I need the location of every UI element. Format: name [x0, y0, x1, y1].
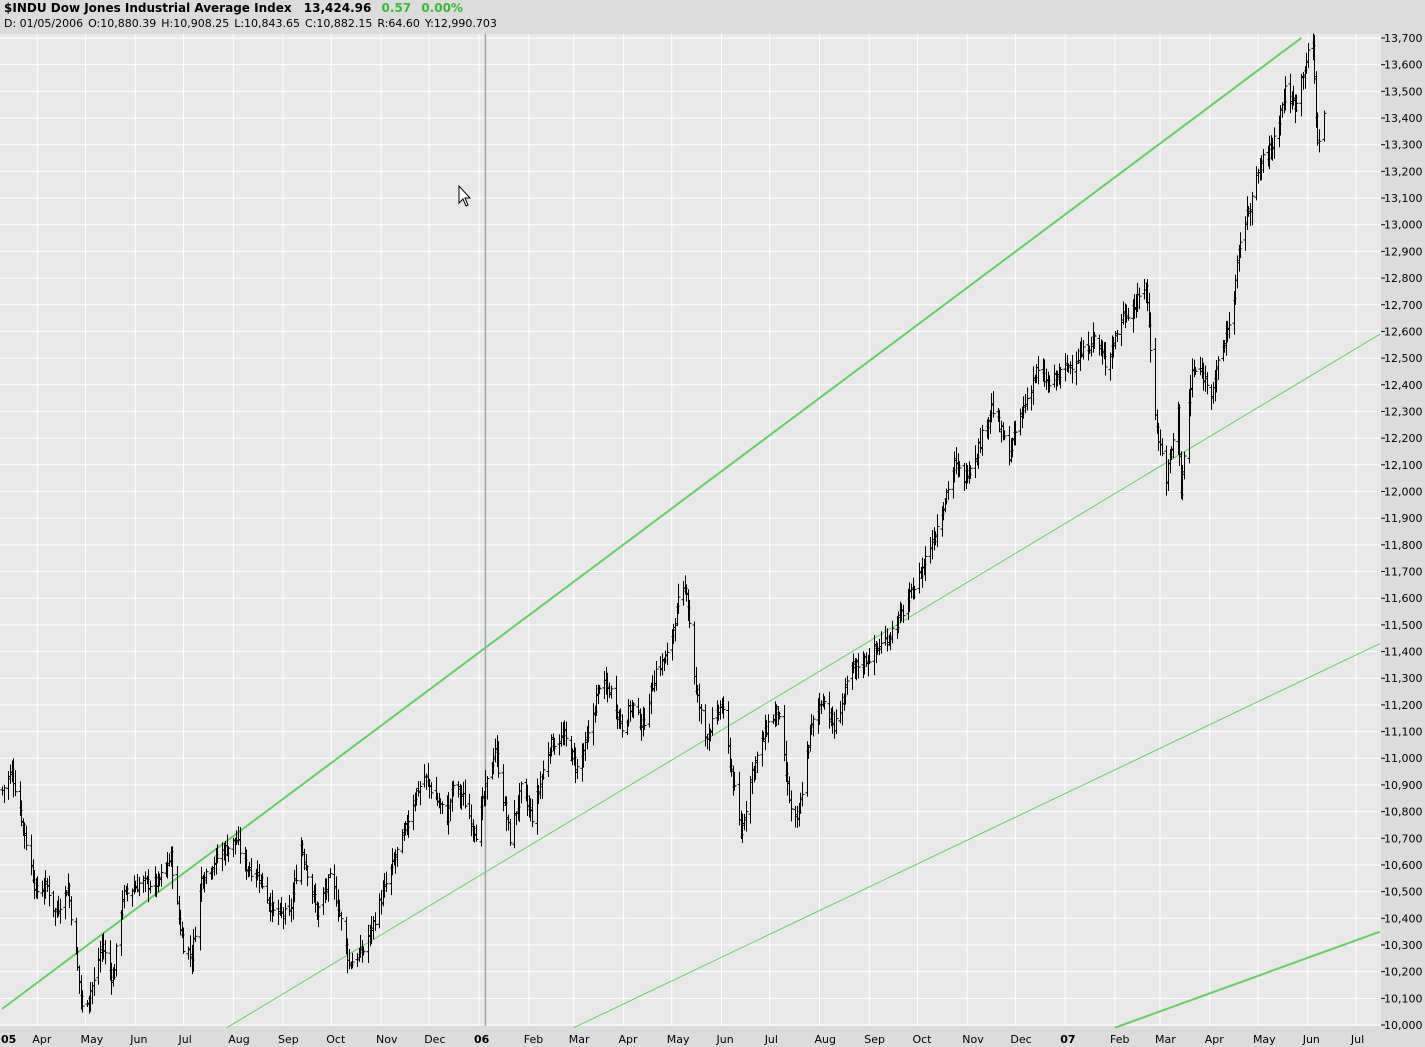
x-axis-panel — [0, 1026, 1381, 1047]
y-tick-label: 12,400 — [1384, 379, 1423, 392]
ohlc-bars — [0, 33, 1327, 1014]
y-tick-label: 12,200 — [1384, 432, 1423, 445]
x-tick-label: Jul — [1350, 1033, 1364, 1046]
y-tick-label: 10,000 — [1384, 1019, 1423, 1032]
y-tick-label: 11,500 — [1384, 619, 1423, 632]
y-tick-label: 12,000 — [1384, 485, 1423, 498]
y-tick-label: 11,400 — [1384, 646, 1423, 659]
y-tick-label: 12,100 — [1384, 459, 1423, 472]
y-tick-label: 12,800 — [1384, 272, 1423, 285]
y-tick-label: 11,900 — [1384, 512, 1423, 525]
readout-high: H:10,908.25 — [161, 17, 230, 30]
y-tick-label: 10,500 — [1384, 886, 1423, 899]
x-tick-label: May — [1253, 1033, 1276, 1046]
y-tick-label: 11,000 — [1384, 752, 1423, 765]
x-tick-label: Nov — [376, 1033, 398, 1046]
x-tick-label: Aug — [228, 1033, 249, 1046]
y-tick-label: 11,700 — [1384, 566, 1423, 579]
x-tick-label: Nov — [962, 1033, 984, 1046]
y-tick-label: 10,400 — [1384, 912, 1423, 925]
y-axis-panel — [1381, 34, 1425, 1047]
readout-close: C:10,882.15 — [305, 17, 373, 30]
trendline — [226, 333, 1381, 1029]
y-tick-label: 13,200 — [1384, 165, 1423, 178]
x-tick-label: Apr — [619, 1033, 639, 1046]
x-tick-label: Feb — [524, 1033, 543, 1046]
x-tick-label: May — [667, 1033, 690, 1046]
y-tick-label: 13,600 — [1384, 59, 1423, 72]
y-tick-label: 12,700 — [1384, 299, 1423, 312]
price-change: 0.57 — [381, 1, 412, 15]
y-tick-label: 10,800 — [1384, 806, 1423, 819]
y-tick-label: 10,900 — [1384, 779, 1423, 792]
y-tick-label: 11,100 — [1384, 726, 1423, 739]
title-line: $INDU Dow Jones Industrial Average Index… — [4, 1, 463, 15]
x-tick-label: Aug — [814, 1033, 835, 1046]
last-price: 13,424.96 — [303, 1, 372, 15]
symbol-title: $INDU Dow Jones Industrial Average Index — [4, 1, 292, 15]
y-tick-label: 12,600 — [1384, 325, 1423, 338]
x-tick-label: Mar — [569, 1033, 590, 1046]
y-tick-label: 11,200 — [1384, 699, 1423, 712]
plot-area — [0, 34, 1381, 1026]
y-tick-label: 12,500 — [1384, 352, 1423, 365]
x-tick-label: Apr — [32, 1033, 52, 1046]
y-tick-label: 11,300 — [1384, 672, 1423, 685]
trendline — [1114, 930, 1381, 1029]
price-change-pct: 0.00% — [421, 1, 463, 15]
x-tick-label: Jul — [764, 1033, 778, 1046]
readout-date: D: 01/05/2006 — [4, 17, 84, 30]
y-tick-label: 13,100 — [1384, 192, 1423, 205]
x-tick-label: Oct — [912, 1033, 932, 1046]
x-tick-label: Jun — [1302, 1033, 1320, 1046]
x-tick-label: Dec — [1010, 1033, 1031, 1046]
x-tick-label: May — [81, 1033, 104, 1046]
y-tick-label: 10,100 — [1384, 992, 1423, 1005]
readout-y: Y:12,990.703 — [424, 17, 497, 30]
y-tick-label: 10,300 — [1384, 939, 1423, 952]
x-tick-label: Jun — [716, 1033, 734, 1046]
y-tick-label: 13,700 — [1384, 32, 1423, 45]
chart-header: $INDU Dow Jones Industrial Average Index… — [0, 0, 1425, 34]
y-tick-label: 13,000 — [1384, 219, 1423, 232]
mouse-cursor-icon — [458, 184, 472, 207]
y-tick-label: 12,300 — [1384, 405, 1423, 418]
y-tick-label: 10,700 — [1384, 832, 1423, 845]
x-tick-label: Sep — [864, 1033, 885, 1046]
y-tick-label: 12,900 — [1384, 245, 1423, 258]
trendline — [1, 37, 1302, 1010]
y-tick-label: 13,300 — [1384, 139, 1423, 152]
y-tick-label: 13,400 — [1384, 112, 1423, 125]
readout-open: O:10,880.39 — [88, 17, 157, 30]
x-tick-label: Apr — [1205, 1033, 1225, 1046]
y-tick-label: 11,800 — [1384, 539, 1423, 552]
y-tick-label: 13,500 — [1384, 85, 1423, 98]
x-tick-label: 06 — [474, 1033, 490, 1046]
readout-range: R:64.60 — [377, 17, 420, 30]
readout-low: L:10,843.65 — [234, 17, 301, 30]
x-tick-label: Jul — [177, 1033, 191, 1046]
x-tick-label: 05 — [1, 1033, 16, 1046]
ohlc-readout: D: 01/05/2006 O:10,880.39 H:10,908.25 L:10,… — [4, 17, 502, 30]
x-tick-label: 07 — [1060, 1033, 1075, 1046]
x-tick-label: Jun — [129, 1033, 147, 1046]
trendline — [573, 643, 1381, 1029]
y-tick-label: 10,200 — [1384, 966, 1423, 979]
x-tick-label: Mar — [1155, 1033, 1176, 1046]
x-tick-label: Feb — [1110, 1033, 1129, 1046]
x-tick-label: Oct — [326, 1033, 346, 1046]
x-tick-label: Sep — [278, 1033, 299, 1046]
x-tick-label: Dec — [424, 1033, 445, 1046]
y-tick-label: 10,600 — [1384, 859, 1423, 872]
y-tick-label: 11,600 — [1384, 592, 1423, 605]
